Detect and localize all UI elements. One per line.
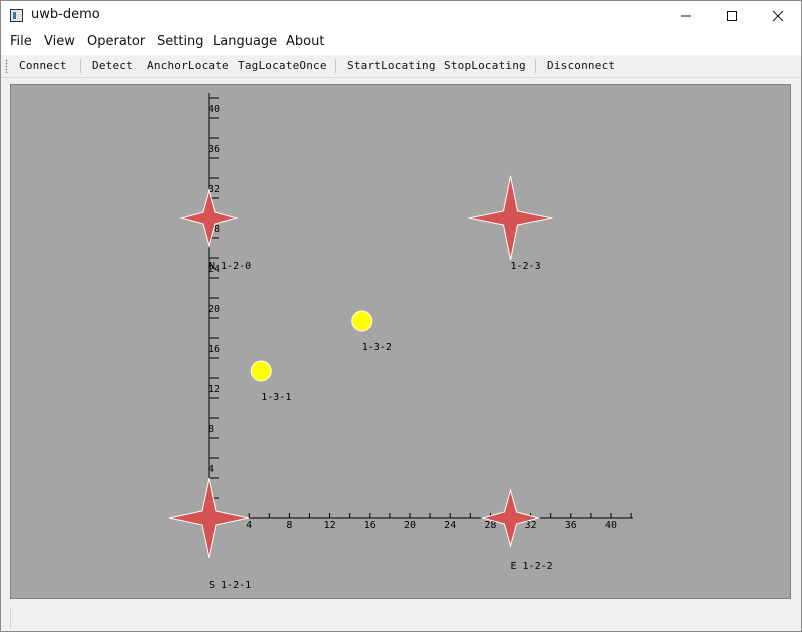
- toolbar: Connect Detect AnchorLocate TagLocateOnc…: [1, 55, 801, 78]
- x-tick-label: 28: [484, 520, 496, 531]
- x-tick-label: 24: [444, 520, 456, 531]
- anchor-marker[interactable]: [480, 488, 541, 548]
- menu-operator[interactable]: Operator: [87, 34, 146, 49]
- anchor-label: E 1-2-2: [511, 561, 553, 572]
- maximize-button[interactable]: [709, 1, 755, 31]
- app-icon: [10, 9, 23, 22]
- close-icon: [772, 10, 784, 22]
- x-tick-label: 12: [324, 520, 336, 531]
- anchor-marker[interactable]: [179, 188, 239, 248]
- toolbar-separator: [80, 59, 81, 73]
- anchor-label: N 1-2-0: [209, 261, 251, 272]
- title-bar[interactable]: uwb-demo: [1, 1, 801, 31]
- anchor-marker[interactable]: [168, 477, 250, 559]
- detect-button[interactable]: Detect: [92, 59, 133, 72]
- x-tick-label: 36: [565, 520, 577, 531]
- anchor-label: 1-2-3: [511, 261, 541, 272]
- locating-canvas[interactable]: 4 8 12 16 20 24 28 32 36 40 4 8 12 16 20 24 28 32 36 40 N 1-…: [10, 84, 791, 599]
- y-tick-label: 28: [208, 224, 220, 235]
- menu-view[interactable]: View: [44, 34, 75, 49]
- menu-bar: File View Operator Setting Language Abou…: [1, 31, 801, 55]
- stop-locating-button[interactable]: StopLocating: [444, 59, 526, 72]
- x-tick-label: 40: [605, 520, 617, 531]
- menu-about[interactable]: About: [286, 34, 325, 49]
- window-title: uwb-demo: [31, 7, 100, 22]
- anchor-locate-button[interactable]: AnchorLocate: [147, 59, 229, 72]
- toolbar-handle[interactable]: [5, 59, 8, 73]
- x-tick-label: 8: [286, 520, 292, 531]
- y-tick-label: 12: [208, 384, 220, 395]
- x-tick-label: 16: [364, 520, 376, 531]
- y-tick-label: 4: [208, 464, 214, 475]
- y-tick-label: 40: [208, 104, 220, 115]
- y-tick-label: 20: [208, 304, 220, 315]
- status-bar: [10, 607, 792, 629]
- y-tick-label: 16: [208, 344, 220, 355]
- close-button[interactable]: [755, 1, 801, 31]
- connect-button[interactable]: Connect: [19, 59, 67, 72]
- menu-setting[interactable]: Setting: [157, 34, 204, 49]
- minimize-icon: [681, 15, 691, 17]
- x-tick-label: 32: [525, 520, 537, 531]
- anchor-marker[interactable]: [468, 175, 553, 261]
- locating-plot: 4 8 12 16 20 24 28 32 36 40 4 8 12 16 20 24 28 32 36 40 N 1-…: [168, 93, 633, 591]
- tag-label: 1-3-1: [261, 392, 291, 403]
- tag-label: 1-3-2: [362, 342, 392, 353]
- anchor-label: S 1-2-1: [209, 580, 251, 591]
- disconnect-button[interactable]: Disconnect: [547, 59, 616, 72]
- toolbar-separator: [335, 59, 336, 73]
- y-tick-label: 32: [208, 184, 220, 195]
- tag-marker[interactable]: [351, 310, 373, 332]
- maximize-icon: [727, 11, 737, 21]
- menu-language[interactable]: Language: [213, 34, 278, 49]
- x-tick-label: 20: [404, 520, 416, 531]
- start-locating-button[interactable]: StartLocating: [347, 59, 436, 72]
- tag-marker[interactable]: [250, 360, 272, 382]
- tag-locate-once-button[interactable]: TagLocateOnce: [238, 59, 327, 72]
- toolbar-separator: [535, 59, 536, 73]
- y-tick-label: 24: [208, 264, 220, 275]
- x-tick-label: 4: [246, 520, 252, 531]
- y-tick-label: 36: [208, 144, 220, 155]
- y-tick-label: 8: [208, 424, 214, 435]
- minimize-button[interactable]: [663, 1, 709, 31]
- menu-file[interactable]: File: [10, 34, 32, 49]
